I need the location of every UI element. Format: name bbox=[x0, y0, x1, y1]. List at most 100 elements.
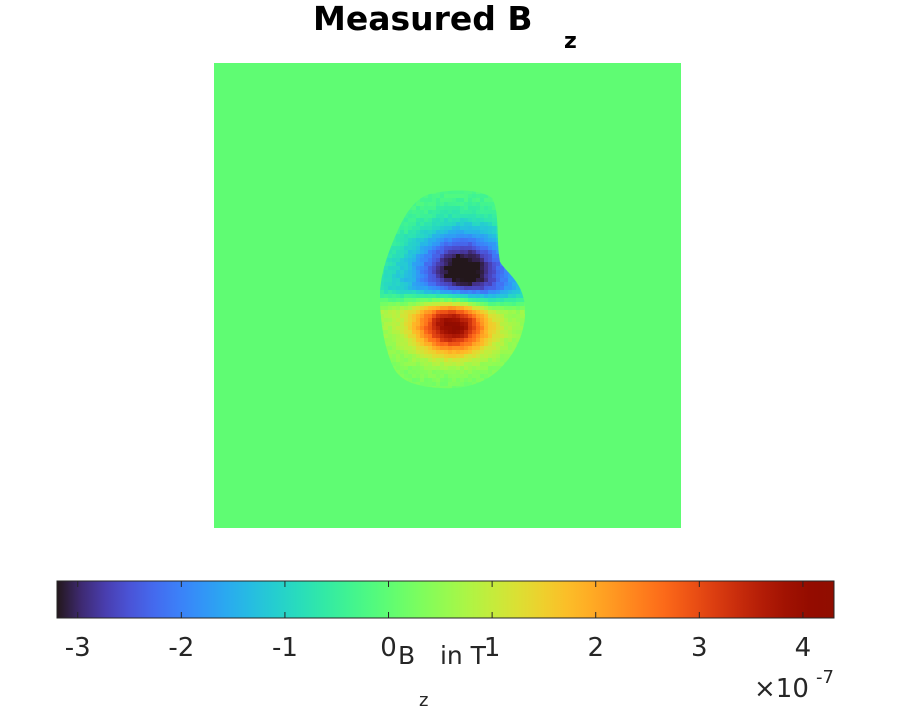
heatmap-cell bbox=[512, 346, 517, 351]
heatmap-cell bbox=[436, 266, 441, 271]
heatmap-cell bbox=[424, 362, 429, 367]
heatmap-cell bbox=[480, 210, 485, 215]
heatmap-cell bbox=[448, 254, 453, 259]
heatmap-cell bbox=[488, 362, 493, 367]
heatmap-cell bbox=[408, 274, 413, 279]
heatmap-cell bbox=[496, 326, 501, 331]
heatmap-cell bbox=[416, 230, 421, 235]
heatmap-cell bbox=[416, 262, 421, 267]
heatmap-cell bbox=[416, 214, 421, 219]
heatmap-cell bbox=[440, 282, 445, 287]
heatmap-cell bbox=[504, 358, 509, 363]
heatmap-cell bbox=[448, 350, 453, 355]
heatmap-cell bbox=[380, 294, 385, 299]
heatmap-cell bbox=[400, 298, 405, 303]
heatmap-cell bbox=[452, 238, 457, 243]
heatmap-cell bbox=[408, 218, 413, 223]
heatmap-cell bbox=[464, 218, 469, 223]
heatmap-cell bbox=[388, 334, 393, 339]
heatmap-cell bbox=[412, 350, 417, 355]
heatmap-cell bbox=[392, 294, 397, 299]
heatmap-cell bbox=[420, 358, 425, 363]
heatmap-cell bbox=[408, 282, 413, 287]
heatmap-cell bbox=[388, 294, 393, 299]
heatmap-cell bbox=[472, 290, 477, 295]
heatmap-cell bbox=[424, 210, 429, 215]
heatmap-cell bbox=[388, 262, 393, 267]
heatmap-cell bbox=[400, 262, 405, 267]
heatmap-cell bbox=[444, 338, 449, 343]
heatmap-cell bbox=[480, 214, 485, 219]
heatmap-cell bbox=[420, 374, 425, 379]
heatmap-cell bbox=[432, 254, 437, 259]
heatmap-cell bbox=[452, 194, 457, 199]
heatmap-cell bbox=[440, 234, 445, 239]
heatmap-cell bbox=[480, 258, 485, 263]
heatmap-cell bbox=[416, 218, 421, 223]
heatmap-cell bbox=[476, 210, 481, 215]
heatmap-cell bbox=[468, 302, 473, 307]
heatmap-cell bbox=[444, 382, 449, 387]
colorbar-tick-label: 0 bbox=[380, 633, 397, 663]
heatmap-cell bbox=[456, 190, 461, 195]
heatmap-cell bbox=[448, 238, 453, 243]
heatmap-cell bbox=[476, 230, 481, 235]
heatmap-cell bbox=[492, 326, 497, 331]
heatmap-cell bbox=[484, 194, 489, 199]
heatmap-cell bbox=[500, 306, 505, 311]
heatmap-cell bbox=[416, 310, 421, 315]
heatmap-cell bbox=[440, 206, 445, 211]
heatmap-cell bbox=[464, 278, 469, 283]
heatmap-cell bbox=[488, 350, 493, 355]
heatmap-cell bbox=[400, 278, 405, 283]
heatmap-cell bbox=[492, 358, 497, 363]
heatmap-cell bbox=[476, 242, 481, 247]
heatmap-cell bbox=[452, 302, 457, 307]
heatmap-cell bbox=[472, 338, 477, 343]
heatmap-cell bbox=[460, 374, 465, 379]
heatmap-cell bbox=[508, 342, 513, 347]
heatmap-cell bbox=[440, 270, 445, 275]
heatmap-cell bbox=[488, 242, 493, 247]
colorbar-ticks bbox=[77, 581, 804, 618]
heatmap-cell bbox=[388, 326, 393, 331]
heatmap-cell bbox=[384, 274, 389, 279]
heatmap-cell bbox=[392, 310, 397, 315]
heatmap-cell bbox=[440, 258, 445, 263]
heatmap-cell bbox=[452, 258, 457, 263]
heatmap-cell bbox=[460, 298, 465, 303]
heatmap-cell bbox=[464, 314, 469, 319]
heatmap-cell bbox=[392, 290, 397, 295]
heatmap-cell bbox=[428, 258, 433, 263]
heatmap-cell bbox=[492, 366, 497, 371]
heatmap-cell bbox=[408, 298, 413, 303]
heatmap-cell bbox=[476, 322, 481, 327]
heatmap-cell bbox=[392, 350, 397, 355]
heatmap-cell bbox=[484, 370, 489, 375]
heatmap-cell bbox=[464, 282, 469, 287]
heatmap-cell bbox=[444, 330, 449, 335]
heatmap-cell bbox=[504, 302, 509, 307]
heatmap-cell bbox=[444, 306, 449, 311]
heatmap-cell bbox=[432, 194, 437, 199]
heatmap-cell bbox=[396, 294, 401, 299]
heatmap-cell bbox=[476, 378, 481, 383]
heatmap-cell bbox=[448, 282, 453, 287]
heatmap-cell bbox=[408, 234, 413, 239]
heatmap-cell bbox=[428, 290, 433, 295]
heatmap-cell bbox=[496, 330, 501, 335]
heatmap-cell bbox=[516, 286, 521, 291]
heatmap-cell bbox=[444, 334, 449, 339]
heatmap-cell bbox=[472, 246, 477, 251]
heatmap-cell bbox=[472, 298, 477, 303]
heatmap-cell bbox=[444, 266, 449, 271]
heatmap-cell bbox=[464, 350, 469, 355]
heatmap-cell bbox=[408, 374, 413, 379]
heatmap-cell bbox=[412, 374, 417, 379]
heatmap-cell bbox=[448, 198, 453, 203]
heatmap-cell bbox=[456, 210, 461, 215]
heatmap-cell bbox=[408, 342, 413, 347]
heatmap-cell bbox=[492, 210, 497, 215]
heatmap-cell bbox=[484, 262, 489, 267]
heatmap-cell bbox=[492, 334, 497, 339]
